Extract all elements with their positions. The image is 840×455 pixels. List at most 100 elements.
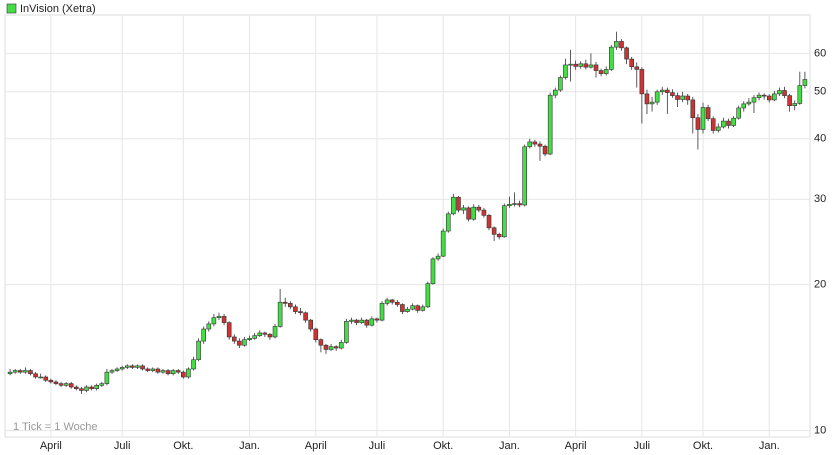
candle-body xyxy=(379,303,385,321)
candle-body xyxy=(318,339,324,346)
legend-swatch xyxy=(6,3,17,14)
x-tick-label: Juli xyxy=(369,440,386,452)
candle-body xyxy=(721,120,726,128)
candle-body xyxy=(226,322,232,338)
candle-body xyxy=(68,383,74,388)
candle-body xyxy=(242,339,247,346)
candle-body xyxy=(507,203,512,207)
candle-body xyxy=(369,318,375,326)
candle-body xyxy=(201,328,207,342)
candle-body xyxy=(79,388,84,391)
candle-body xyxy=(659,89,665,93)
candle-body xyxy=(731,117,736,126)
candle-body xyxy=(191,359,196,370)
x-tick-label: April xyxy=(565,440,587,452)
x-tick-label: Jan. xyxy=(239,440,260,452)
candle-body xyxy=(94,385,100,390)
candle-body xyxy=(237,340,242,346)
candle-body xyxy=(119,367,125,370)
candle-body xyxy=(124,365,130,368)
candle-body xyxy=(440,230,446,257)
candle-body xyxy=(705,107,711,119)
candle-body xyxy=(537,143,543,147)
candle-body xyxy=(257,332,263,336)
candle-body xyxy=(374,318,380,321)
candle-body xyxy=(186,368,191,378)
candle-body xyxy=(634,66,640,70)
candle-body xyxy=(333,346,339,349)
candle-body xyxy=(7,371,13,375)
candle-body xyxy=(624,47,629,60)
candle-body xyxy=(675,95,680,100)
candle-body xyxy=(777,90,782,95)
candle-body xyxy=(74,386,79,390)
candle-body xyxy=(109,370,115,373)
candle-body xyxy=(23,370,28,373)
candle-body xyxy=(89,386,94,390)
candle-body xyxy=(435,255,441,260)
candle-body xyxy=(654,91,660,103)
candle-body xyxy=(736,107,741,119)
candle-body xyxy=(430,258,436,284)
candle-body xyxy=(277,301,283,327)
candle-body xyxy=(476,206,482,211)
candle-body xyxy=(608,46,614,70)
candle-body xyxy=(63,383,69,386)
candle-body xyxy=(410,305,415,310)
candle-body xyxy=(181,371,186,378)
candle-body xyxy=(766,95,772,101)
candle-body xyxy=(206,323,212,330)
candle-body xyxy=(573,63,578,67)
candle-body xyxy=(293,306,298,312)
candle-body xyxy=(680,95,685,100)
candle-body xyxy=(389,299,395,303)
candle-body xyxy=(593,64,599,71)
y-tick-label: 10 xyxy=(814,424,826,436)
candle-body xyxy=(328,346,334,350)
candle-body xyxy=(175,370,181,373)
candle-body xyxy=(165,370,171,375)
candle-body xyxy=(364,319,370,326)
candle-body xyxy=(451,196,456,215)
candle-body xyxy=(415,305,420,311)
candle-body xyxy=(308,319,313,330)
candle-body xyxy=(797,85,803,104)
candle-body xyxy=(700,107,706,130)
candle-body xyxy=(578,63,584,67)
candle-body xyxy=(262,332,268,335)
candle-body xyxy=(563,64,568,78)
candle-body xyxy=(384,299,390,304)
candle-body xyxy=(395,301,400,305)
candle-body xyxy=(359,319,364,323)
candle-body xyxy=(338,342,344,349)
candle-body xyxy=(598,70,604,74)
x-tick-label: April xyxy=(305,440,327,452)
x-tick-label: Jan. xyxy=(499,440,520,452)
candle-body xyxy=(354,319,359,323)
candle-body xyxy=(130,365,135,368)
candle-body xyxy=(84,386,89,391)
candle-body xyxy=(221,316,227,323)
candle-body xyxy=(761,94,767,97)
candle-body xyxy=(471,206,477,220)
candle-body xyxy=(150,368,156,371)
candle-body xyxy=(313,328,319,340)
candle-body xyxy=(644,93,650,105)
candle-body xyxy=(527,141,533,148)
candle-body xyxy=(782,90,787,96)
candle-body xyxy=(445,213,451,232)
candle-body xyxy=(272,326,278,338)
candle-body xyxy=(629,58,634,68)
candle-body xyxy=(349,319,354,322)
candle-body xyxy=(344,321,349,343)
candle-body xyxy=(400,304,405,312)
candle-body xyxy=(155,368,161,373)
candle-body xyxy=(751,97,757,103)
x-tick-label: Okt. xyxy=(693,440,713,452)
candle-body xyxy=(140,365,145,370)
y-tick-label: 20 xyxy=(814,279,826,291)
candle-body xyxy=(787,95,792,106)
candle-body xyxy=(568,63,573,66)
candle-body xyxy=(486,215,492,229)
candle-body xyxy=(547,94,553,155)
